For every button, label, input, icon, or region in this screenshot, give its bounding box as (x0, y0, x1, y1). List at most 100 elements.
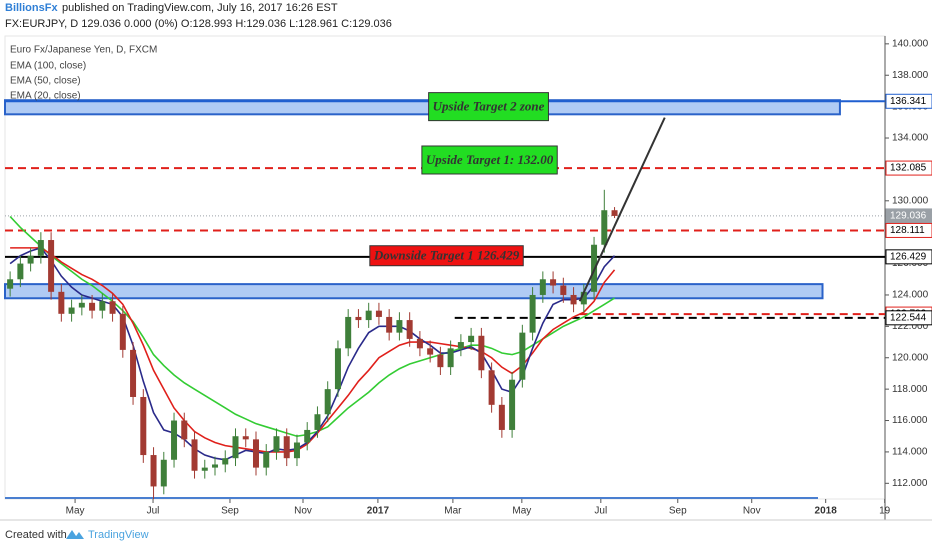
candle-body (212, 464, 219, 468)
ema-line (9, 215, 615, 438)
price-label: 128.111 (890, 225, 925, 236)
candle-body (191, 439, 198, 471)
y-tick-label: 116.000 (892, 415, 928, 426)
candle-body (560, 285, 567, 295)
legend-entry: EMA (20, close) (10, 91, 81, 102)
candle-body (232, 436, 239, 459)
candle-body (468, 335, 475, 343)
price-label-bg (885, 222, 932, 238)
legend-entry: EMA (100, close) (10, 61, 86, 72)
candle-body (345, 316, 352, 349)
candle-body (437, 354, 444, 368)
y-tick-label: 138.000 (892, 70, 929, 81)
candle-body (355, 316, 362, 321)
x-tick-label: Jul (147, 506, 160, 517)
price-label: 122.544 (890, 312, 927, 323)
candle-body (498, 404, 505, 430)
candle-body (509, 379, 516, 430)
candle-body (304, 429, 311, 443)
candle-body (396, 320, 403, 333)
candle-body (539, 279, 546, 295)
candle-body (89, 302, 96, 311)
annotation-box (369, 245, 524, 267)
candle-body (140, 396, 147, 456)
x-tick-label: Sep (221, 506, 239, 517)
candle-body (406, 320, 413, 339)
footer-brand: TradingView (88, 529, 149, 541)
candle-body (570, 294, 577, 305)
price-label-bg (885, 249, 932, 265)
annotation-text: Downside Target 1 126.429 (373, 248, 520, 263)
candle-body (252, 439, 259, 468)
candle-body (457, 342, 464, 349)
candle-body (447, 348, 454, 368)
candle-body (160, 459, 167, 487)
candle-body (242, 436, 249, 440)
legend-entry: EMA (50, close) (10, 76, 81, 87)
logo (66, 530, 84, 539)
candle-body (529, 294, 536, 333)
price-label: 132.085 (890, 163, 927, 174)
candle-body (386, 316, 393, 333)
y-tick-label: 134.000 (892, 133, 929, 144)
candle-body (580, 291, 587, 305)
candle-body (181, 420, 188, 440)
candle-body (37, 240, 44, 256)
y-tick-label: 122.000 (892, 321, 929, 332)
trendline (578, 117, 666, 302)
candle-body (99, 301, 106, 311)
candle-body (171, 420, 178, 460)
y-tick-label: 114.000 (892, 447, 928, 458)
candle-body (119, 313, 126, 350)
annotation-text: Upside Target 2 zone (433, 99, 545, 114)
y-tick-label: 120.000 (892, 352, 929, 363)
candle-body (365, 310, 372, 321)
x-tick-label: Nov (743, 506, 761, 517)
candle-body (293, 442, 300, 459)
candle-body (201, 467, 208, 471)
candle-body (263, 451, 270, 468)
annotation: Upside Target 2 zone (428, 92, 549, 122)
candle-body (550, 279, 557, 286)
candle-body (130, 349, 137, 397)
candle-body (78, 302, 85, 308)
candle-body (7, 279, 14, 289)
zone (4, 99, 841, 116)
y-tick-label: 140.000 (892, 38, 929, 49)
candle-body (416, 338, 423, 349)
x-tick-label: May (512, 506, 531, 517)
y-tick-label: 112.000 (892, 478, 928, 489)
annotation: Upside Target 1: 132.00 (421, 145, 558, 175)
annotation-box (421, 145, 558, 175)
candle-body (68, 307, 75, 314)
candle-body (611, 210, 618, 216)
price-label: 136.341 (890, 96, 927, 107)
candle-body (58, 291, 65, 314)
y-tick-label: 130.000 (892, 195, 929, 206)
annotation-text: Upside Target 1: 132.00 (426, 152, 554, 167)
candle-body (109, 301, 116, 314)
x-tick-label: Mar (444, 506, 462, 517)
price-label: 129.036 (890, 211, 927, 222)
quote: FX:EURJPY, D 129.036 0.000 (0%) O:128.99… (5, 18, 392, 30)
candle-body (478, 335, 485, 371)
candle-body (273, 436, 280, 452)
x-tick-label: Sep (669, 506, 687, 517)
candle-body (283, 436, 290, 459)
price-label-bg (885, 160, 932, 176)
y-tick-label: 118.000 (892, 384, 928, 395)
legend-title: Euro Fx/Japanese Yen, D, FXCM (10, 45, 157, 56)
annotation-box (428, 92, 549, 122)
candle-body (334, 348, 341, 390)
published: published on TradingView.com, July 16, 2… (62, 2, 338, 14)
candle-body (27, 255, 34, 264)
candle-body (222, 458, 229, 465)
candle-body (314, 414, 321, 430)
x-tick-label: Jul (594, 506, 607, 517)
author: BillionsFx (5, 2, 58, 14)
candle-body (488, 370, 495, 405)
candle-body (519, 332, 526, 380)
candle-body (150, 455, 157, 487)
zone (4, 283, 824, 300)
